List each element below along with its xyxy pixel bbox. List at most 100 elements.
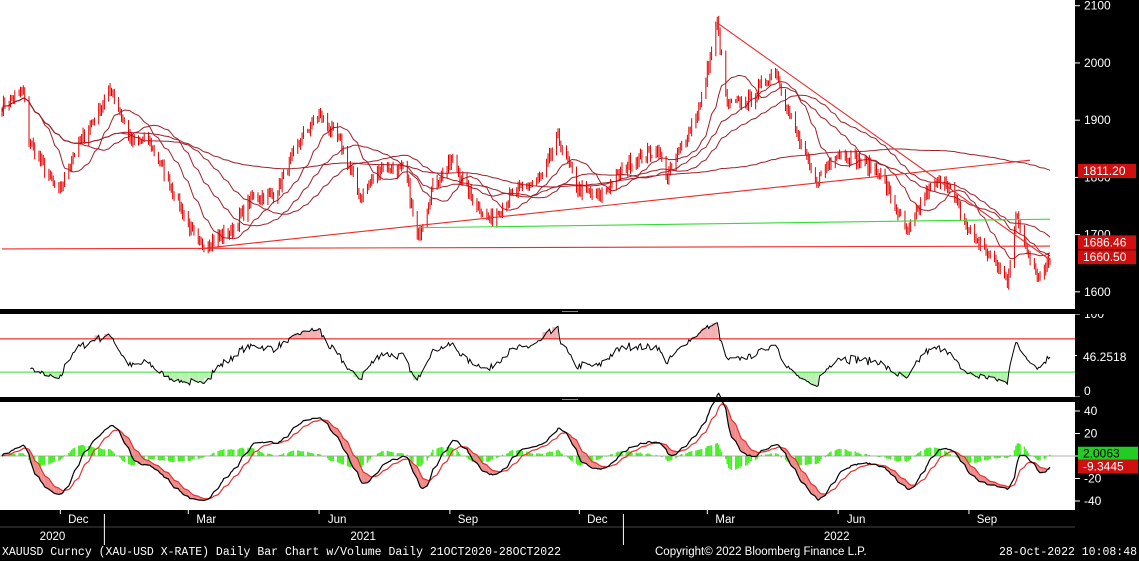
macd-cross-fill xyxy=(353,454,358,473)
trendline-3 xyxy=(1,245,1051,250)
rsi-oversold-fill xyxy=(977,372,979,379)
macd-cross-fill xyxy=(40,467,42,483)
macd-line xyxy=(1,392,1051,502)
rsi-oversold-fill xyxy=(806,372,809,382)
security-description: XAUUSD Curncy (XAU-USD X-RATE) Daily Bar… xyxy=(2,546,561,559)
price-tick-label: 1600 xyxy=(1084,285,1111,299)
price-value-label: 1686.46 xyxy=(1083,235,1127,249)
rsi-plot-area xyxy=(0,314,1075,397)
rsi-overbought-fill xyxy=(108,336,111,339)
rsi-overbought-fill xyxy=(300,331,303,339)
rsi-overbought-fill xyxy=(701,327,706,339)
rsi-overbought-fill xyxy=(700,330,702,339)
rsi-oversold-fill xyxy=(208,372,210,379)
macd-cross-fill xyxy=(363,471,368,484)
rsi-overbought-fill xyxy=(705,325,708,339)
macd-cross-fill xyxy=(731,419,736,442)
price-value-tag xyxy=(1078,235,1136,250)
rsi-oversold-fill xyxy=(188,372,190,385)
macd-cross-fill xyxy=(740,435,742,452)
trendline-4 xyxy=(417,218,1051,229)
rsi-overbought-fill xyxy=(310,328,312,339)
macd-cross-fill xyxy=(815,486,817,499)
rsi-overbought-fill xyxy=(319,329,321,339)
rsi-oversold-fill xyxy=(799,372,802,379)
rsi-oversold-fill xyxy=(976,372,978,377)
rsi-oversold-fill xyxy=(182,372,185,382)
rsi-oversold-fill xyxy=(998,372,1001,380)
rsi-oversold-fill xyxy=(907,372,910,375)
rsi-oversold-fill xyxy=(189,372,192,379)
macd-cross-fill xyxy=(138,451,140,464)
price-tick-label: 2000 xyxy=(1084,56,1111,70)
rsi-oversold-fill xyxy=(209,372,212,380)
chart-canvas: 1600170018001900200021001811.201686.4616… xyxy=(0,0,1139,545)
macd-cross-fill xyxy=(745,441,748,456)
macd-cross-fill xyxy=(806,476,809,490)
macd-cross-fill xyxy=(360,465,362,483)
price-tick-label: 2100 xyxy=(1084,0,1111,13)
year-label: 2020 xyxy=(40,531,66,543)
macd-cross-fill xyxy=(809,481,812,494)
macd-cross-fill xyxy=(747,444,749,456)
rsi-oversold-fill xyxy=(816,372,819,386)
rsi-oversold-fill xyxy=(44,372,49,377)
rsi-oversold-fill xyxy=(791,372,796,374)
macd-cross-fill xyxy=(412,463,418,479)
rsi-oversold-fill xyxy=(988,372,991,377)
rsi-overbought-fill xyxy=(697,333,699,339)
rsi-oversold-fill xyxy=(980,372,985,376)
rsi-overbought-fill xyxy=(104,333,109,339)
month-label: Dec xyxy=(68,514,89,526)
rsi-oversold-fill xyxy=(192,372,194,381)
copyright-text: Copyright© 2022 Bloomberg Finance L.P. xyxy=(655,546,867,558)
macd-cross-fill xyxy=(890,469,896,477)
macd-cross-fill xyxy=(738,431,741,451)
rsi-oversold-fill xyxy=(904,372,907,379)
macd-cross-fill xyxy=(174,480,179,489)
year-label: 2022 xyxy=(824,531,850,543)
macd-cross-fill xyxy=(350,448,352,466)
rsi-tick-label: 0 xyxy=(1084,384,1091,398)
trendline-2 xyxy=(198,159,1031,250)
rsi-oversold-fill xyxy=(164,372,169,377)
macd-cross-fill xyxy=(737,428,739,447)
macd-tick-label: 40 xyxy=(1084,404,1098,418)
macd-panel: -40-20020402.0063-9.3445 xyxy=(0,392,1139,510)
rsi-oversold-fill xyxy=(360,372,362,380)
rsi-oversold-fill xyxy=(984,372,987,379)
price-plot-area xyxy=(0,0,1075,309)
rsi-oversold-fill xyxy=(994,372,996,380)
rsi-overbought-fill xyxy=(292,335,294,339)
month-label: Sep xyxy=(458,514,478,526)
macd-value-tag xyxy=(1078,459,1138,474)
moving-average-60 xyxy=(1,94,1051,238)
macd-cross-fill xyxy=(816,488,819,501)
macd-cross-fill xyxy=(572,437,577,450)
macd-cross-fill xyxy=(586,453,588,466)
rsi-overbought-fill xyxy=(321,335,324,339)
rsi-oversold-fill xyxy=(987,372,989,376)
macd-cross-fill xyxy=(592,461,597,469)
macd-cross-fill xyxy=(54,486,59,495)
macd-cross-fill xyxy=(974,467,977,479)
month-label: Jun xyxy=(328,514,347,526)
macd-value-label: -9.3445 xyxy=(1083,460,1124,474)
rsi-overbought-fill xyxy=(302,330,304,339)
macd-cross-fill xyxy=(131,443,133,459)
month-label: Mar xyxy=(715,514,735,526)
rsi-overbought-fill xyxy=(708,326,711,339)
price-panel: 1600170018001900200021001811.201686.4616… xyxy=(0,0,1136,309)
moving-average-40 xyxy=(1,81,1051,257)
rsi-oversold-fill xyxy=(811,372,816,386)
rsi-oversold-fill xyxy=(53,372,55,378)
macd-cross-fill xyxy=(34,460,39,478)
rsi-overbought-fill xyxy=(711,323,716,339)
rsi-oversold-fill xyxy=(203,372,209,379)
rsi-oversold-fill xyxy=(1004,372,1006,383)
rsi-overbought-fill xyxy=(309,330,311,339)
rsi-oversold-fill xyxy=(51,372,54,377)
rsi-oversold-fill xyxy=(50,372,52,376)
macd-cross-fill xyxy=(141,456,143,465)
rsi-oversold-fill xyxy=(179,372,182,381)
